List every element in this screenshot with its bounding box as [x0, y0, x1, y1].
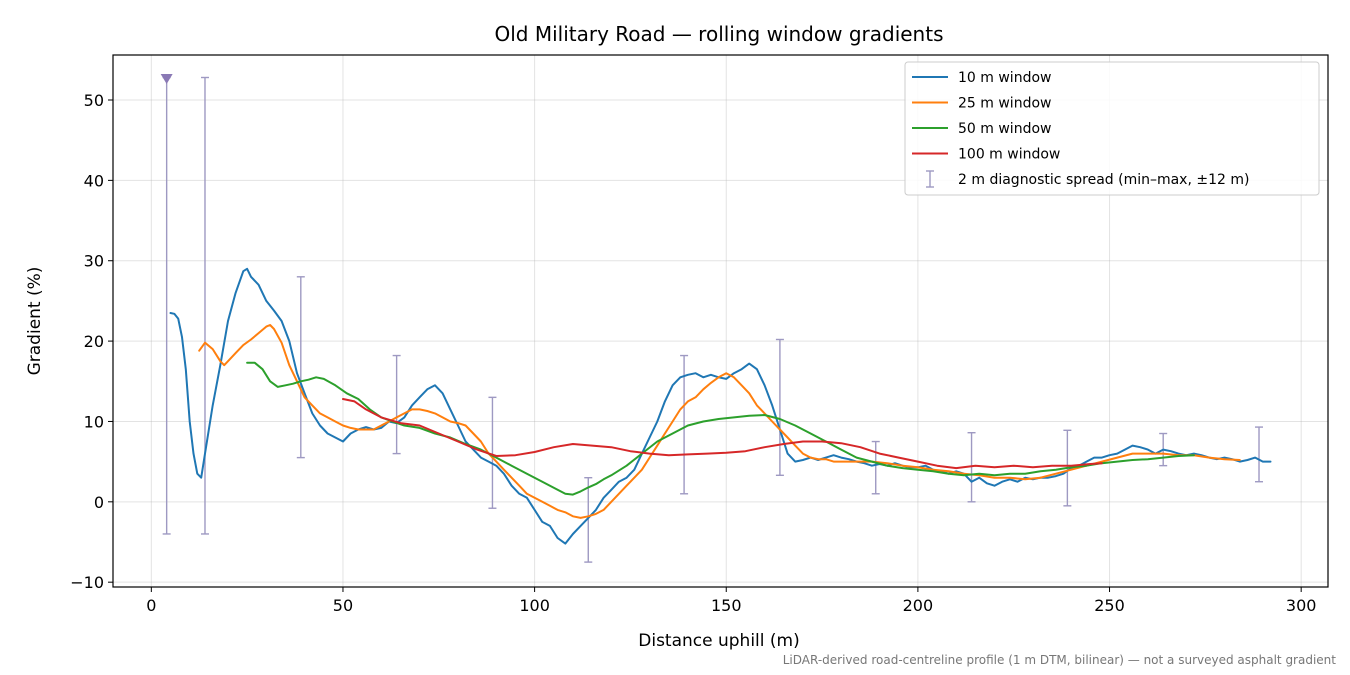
y-tick-label: 30: [84, 252, 104, 271]
x-tick-label: 250: [1094, 596, 1125, 615]
diagnostic-spread-bar: [1255, 426, 1264, 483]
legend-label: 10 m window: [958, 70, 1051, 86]
y-tick-label: 10: [84, 412, 104, 431]
diagnostic-spread-bar: [488, 396, 497, 509]
legend-item: 100 m window: [912, 147, 1060, 163]
y-tick-label: 50: [84, 91, 104, 110]
y-tick-label: 20: [84, 332, 104, 351]
chart-title: Old Military Road — rolling window gradi…: [494, 22, 943, 46]
diagnostic-spread-bar: [584, 477, 593, 563]
x-tick-label: 300: [1286, 596, 1317, 615]
legend-item: 10 m window: [912, 70, 1051, 86]
diagnostic-spread-bar: [967, 432, 976, 503]
x-tick-label: 50: [333, 596, 353, 615]
x-tick-label: 200: [903, 596, 934, 615]
y-axis-label: Gradient (%): [25, 267, 45, 376]
x-tick-label: 0: [146, 596, 156, 615]
diagnostic-spread-bar: [392, 354, 401, 455]
diagnostic-spread-bar: [775, 338, 784, 476]
diagnostic-spread-bar: [296, 276, 305, 459]
grid: [113, 55, 1328, 587]
legend-label: 25 m window: [958, 96, 1051, 112]
axis-ticks: 0 50 100 150 200 250 300 −10 0 10 20 30 40 50: [70, 91, 1316, 615]
legend-item: 25 m window: [912, 96, 1051, 112]
y-tick-label: 40: [84, 171, 104, 190]
x-tick-label: 100: [519, 596, 550, 615]
legend-box: [904, 61, 1320, 196]
legend-label: 2 m diagnostic spread (min–max, ±12 m): [958, 172, 1249, 188]
diagnostic-spread-bar: [680, 354, 689, 495]
legend-item: 50 m window: [912, 121, 1051, 137]
x-tick-label: 150: [711, 596, 742, 615]
diagnostic-spread-bar: [871, 440, 880, 495]
y-tick-label: −10: [70, 573, 104, 592]
plot-frame: [112, 54, 1329, 588]
y-tick-label: 0: [94, 493, 104, 512]
legend-label: 50 m window: [958, 121, 1051, 137]
legend: 10 m window 25 m window 50 m window 100 m w…: [904, 61, 1320, 196]
series-line: [342, 398, 1103, 470]
legend-item: 2 m diagnostic spread (min–max, ±12 m): [926, 170, 1249, 188]
series-lines: [169, 267, 1272, 545]
legend-label: 100 m window: [958, 147, 1060, 163]
clipped-value-marker: [160, 74, 173, 84]
x-axis-label: Distance uphill (m): [638, 631, 799, 651]
series-line: [198, 324, 1241, 519]
footnote: LiDAR-derived road-centreline profile (1…: [783, 653, 1337, 667]
